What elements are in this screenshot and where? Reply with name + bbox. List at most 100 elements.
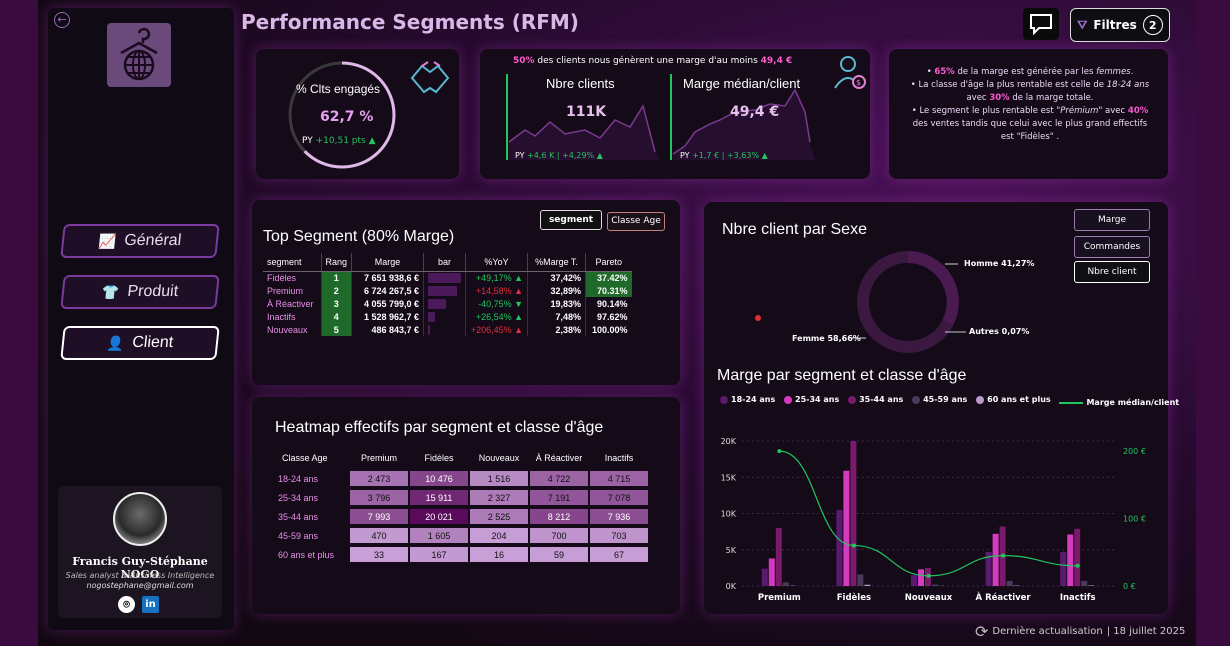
legend-45-59[interactable]: 45-59 ans <box>912 395 967 404</box>
nav-general-label: Général <box>123 232 183 249</box>
median-line <box>779 450 1078 577</box>
heatmap-cell: 15 911 <box>410 490 468 505</box>
clients-label: Nbre clients <box>546 76 615 91</box>
segment-bar-cell <box>423 297 466 310</box>
heat-col-nouveaux[interactable]: Nouveaux <box>478 453 520 463</box>
col-pareto[interactable]: Pareto <box>585 253 632 272</box>
bar <box>1088 585 1095 586</box>
legend-18-24[interactable]: 18-24 ans <box>720 395 775 404</box>
segment-bar-cell <box>423 284 466 297</box>
clients-py: PY +4,6 K | +4,29% ▲ <box>515 151 603 160</box>
bar <box>843 470 850 586</box>
segment-name: Inactifs <box>267 311 296 322</box>
median-point <box>926 573 931 578</box>
insight-3: • Le segment le plus rentable est "Prémi… <box>911 106 1149 142</box>
table-row[interactable]: Fidèles 1 7 651 938,6 € +49,17% ▲ 37,42% 37.4… <box>263 271 632 284</box>
metric-nbre-client-button[interactable]: Nbre client <box>1074 261 1150 283</box>
segment-yoy: +49,17% ▲ <box>465 271 528 284</box>
label-femme: Femme 58,66% <box>792 334 861 343</box>
linkedin-icon[interactable]: in <box>142 596 159 613</box>
left-margin <box>0 0 38 646</box>
heatmap-cell: 3 796 <box>350 490 408 505</box>
table-row[interactable]: À Réactiver 3 4 055 799,0 € -40,75% ▼ 19,83%… <box>263 297 632 310</box>
margin-py-label: PY <box>680 151 690 160</box>
filters-button[interactable]: ⛛ Filtres 2 <box>1070 8 1170 42</box>
top-segment-title: Top Segment (80% Marge) <box>263 228 455 245</box>
kpi-header-text: des clients nous génèrent une marge d'au… <box>537 56 758 66</box>
y-tick-label: 5K <box>726 546 737 555</box>
segment-rank: 3 <box>320 297 352 310</box>
heatmap-row: 60 ans et plus 33 167 16 59 67 <box>278 547 648 562</box>
heatmap-row-label: 25-34 ans <box>278 492 319 503</box>
segment-yoy: -40,75% ▼ <box>465 297 528 310</box>
heatmap-corner[interactable]: Classe Age <box>282 453 328 463</box>
nav-general-button[interactable]: 📈 Général <box>60 224 220 258</box>
heatmap-cell: 2 327 <box>470 490 528 505</box>
col-bar[interactable]: bar <box>423 253 466 272</box>
bar <box>768 558 775 586</box>
segment-marge-t: 7,48% <box>527 310 586 323</box>
github-icon[interactable]: ⌾ <box>118 596 135 613</box>
segment-rank: 4 <box>320 310 352 323</box>
back-arrow-icon[interactable]: ← <box>54 12 70 28</box>
refresh-icon[interactable]: ⟳ <box>975 622 989 641</box>
comment-button[interactable] <box>1023 8 1059 40</box>
legend-60-plus[interactable]: 60 ans et plus <box>976 395 1051 404</box>
segment-pareto: 100.00% <box>585 323 632 336</box>
engaged-py: PY +10,51 pts ▲ <box>302 136 376 146</box>
heatmap-cell: 16 <box>470 547 528 562</box>
legend-25-34[interactable]: 25-34 ans <box>784 395 839 404</box>
col-segment[interactable]: segment <box>263 253 321 272</box>
nav-produit-button[interactable]: 👕 Produit <box>60 275 220 309</box>
table-row[interactable]: Inactifs 4 1 528 962,7 € +26,54% ▲ 7,48% 97.6… <box>263 310 632 323</box>
heat-col-inactifs[interactable]: Inactifs <box>604 453 634 463</box>
segment-rank: 1 <box>320 271 352 284</box>
metric-marge-button[interactable]: Marge <box>1074 209 1150 231</box>
segment-bar <box>428 285 458 296</box>
col-marge-t[interactable]: %Marge T. <box>527 253 586 272</box>
heatmap-cell: 10 476 <box>410 471 468 486</box>
engaged-ring-fill <box>288 61 396 169</box>
median-point <box>1001 553 1006 558</box>
segment-marge-t: 2,38% <box>527 323 586 336</box>
sex-chart-title: Nbre client par Sexe <box>722 221 867 238</box>
legend-median-line[interactable]: Marge médian/client <box>1059 398 1179 407</box>
engaged-ring <box>288 61 396 169</box>
heatmap-cell: 1 516 <box>470 471 528 486</box>
heat-col-reactiver[interactable]: À Réactiver <box>535 453 583 463</box>
last-refresh: ⟳ Dernière actualisation | 18 juillet 20… <box>975 622 1185 641</box>
legend-35-44[interactable]: 35-44 ans <box>848 395 903 404</box>
segment-pareto: 90.14% <box>585 297 632 310</box>
hanger-globe-icon <box>120 27 158 81</box>
heat-col-premium[interactable]: Premium <box>360 453 397 463</box>
x-tick-label: Nouveaux <box>905 593 953 603</box>
heat-col-fideles[interactable]: Fidèles <box>424 453 454 463</box>
engaged-label: % Clts engagés <box>296 82 381 96</box>
chart-icon: 📈 <box>98 232 118 249</box>
user-icon: 👤 <box>106 334 126 351</box>
label-homme: Homme 41,27% <box>964 259 1035 268</box>
y-tick-label: 10K <box>721 510 737 519</box>
segment-pareto: 70.31% <box>585 284 632 297</box>
col-marge[interactable]: Marge <box>351 253 424 272</box>
bar <box>911 575 917 586</box>
segment-marge: 6 724 267,5 € <box>351 284 424 297</box>
metric-commandes-button[interactable]: Commandes <box>1074 236 1150 258</box>
profile-email: nogostephane@gmail.com <box>86 581 194 590</box>
toggle-age-button[interactable]: Classe Age <box>607 212 665 231</box>
segment-marge: 486 843,7 € <box>351 323 424 336</box>
segment-bar <box>428 324 430 335</box>
segment-marge: 1 528 962,7 € <box>351 310 424 323</box>
col-yoy[interactable]: %YoY <box>465 253 528 272</box>
heatmap-row-label: 60 ans et plus <box>278 549 335 560</box>
nav-client-button[interactable]: 👤 Client <box>60 326 220 360</box>
profile-name: Francis Guy-Stéphane NOGO <box>72 555 208 581</box>
y-tick-label: 15K <box>721 473 737 482</box>
toggle-segment-button[interactable]: segment <box>540 210 602 230</box>
table-row[interactable]: Premium 2 6 724 267,5 € +14,58% ▲ 32,89% 70.3… <box>263 284 632 297</box>
col-rang[interactable]: Rang <box>320 253 352 272</box>
engaged-value: 62,7 % <box>320 109 374 125</box>
bar <box>775 528 782 586</box>
table-row[interactable]: Nouveaux 5 486 843,7 € +206,45% ▲ 2,38% 100.0… <box>263 323 632 336</box>
heatmap-cell: 2 525 <box>470 509 528 524</box>
